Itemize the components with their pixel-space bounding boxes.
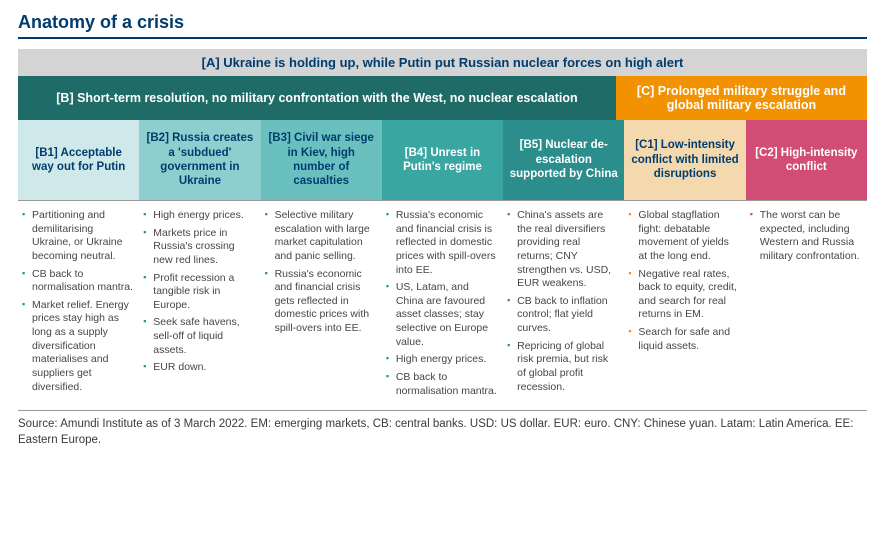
- bullet-item: Russia's economic and financial crisis g…: [265, 268, 376, 336]
- bullet-item: Russia's economic and financial crisis i…: [386, 209, 497, 277]
- sub-scenario-cell: [B1] Acceptable way out for Putin: [18, 120, 139, 200]
- bullet-item: Profit recession a tangible risk in Euro…: [143, 272, 254, 313]
- bullet-item: CB back to inflation control; flat yield…: [507, 295, 618, 336]
- bullet-item: High energy prices.: [143, 209, 254, 223]
- sub-scenario-cell: [C2] High-intensity conflict: [746, 120, 867, 200]
- bullet-item: CB back to normalisation mantra.: [22, 268, 133, 295]
- bullet-column: Partitioning and demilitarising Ukraine,…: [18, 201, 139, 410]
- bullet-item: China's assets are the real diversifiers…: [507, 209, 618, 291]
- sub-scenario-cell: [B4] Unrest in Putin's regime: [382, 120, 503, 200]
- bullet-item: Search for safe and liquid assets.: [628, 326, 739, 353]
- bullet-item: Markets price in Russia's crossing new r…: [143, 227, 254, 268]
- sub-scenario-cell: [B3] Civil war siege in Kiev, high numbe…: [261, 120, 382, 200]
- bullet-item: CB back to normalisation mantra.: [386, 371, 497, 398]
- bullet-item: US, Latam, and China are favoured asset …: [386, 281, 497, 349]
- bullet-item: Negative real rates, back to equity, cre…: [628, 268, 739, 323]
- sub-scenario-cell: [B5] Nuclear de-escalation supported by …: [503, 120, 624, 200]
- bullet-column: High energy prices. Markets price in Russ…: [139, 201, 260, 410]
- bullets-row: Partitioning and demilitarising Ukraine,…: [18, 200, 867, 411]
- bullet-column: Selective military escalation with large…: [261, 201, 382, 410]
- bullet-item: High energy prices.: [386, 353, 497, 367]
- page-title: Anatomy of a crisis: [18, 12, 867, 39]
- bullet-item: Market relief. Energy prices stay high a…: [22, 299, 133, 394]
- bullet-column: China's assets are the real diversifiers…: [503, 201, 624, 410]
- bullet-column: The worst can be expected, including Wes…: [746, 201, 867, 410]
- bullet-item: Partitioning and demilitarising Ukraine,…: [22, 209, 133, 264]
- sub-scenario-cell: [C1] Low-intensity conflict with limited…: [624, 120, 745, 200]
- bullet-item: Repricing of global risk premia, but ris…: [507, 340, 618, 395]
- scenario-c-header: [C] Prolonged military struggle and glob…: [616, 76, 867, 120]
- scenario-b-header: [B] Short-term resolution, no military c…: [18, 76, 616, 120]
- sub-scenario-cell: [B2] Russia creates a 'subdued' governme…: [139, 120, 260, 200]
- scenario-a-header: [A] Ukraine is holding up, while Putin p…: [18, 49, 867, 76]
- bullet-column: Russia's economic and financial crisis i…: [382, 201, 503, 410]
- sub-scenario-row: [B1] Acceptable way out for Putin[B2] Ru…: [18, 120, 867, 200]
- bullet-item: EUR down.: [143, 361, 254, 375]
- bullet-item: Global stagflation fight: debatable move…: [628, 209, 739, 264]
- source-note: Source: Amundi Institute as of 3 March 2…: [18, 417, 867, 448]
- bullet-item: Seek safe havens, sell-off of liquid ass…: [143, 316, 254, 357]
- scenario-bc-row: [B] Short-term resolution, no military c…: [18, 76, 867, 120]
- bullet-item: The worst can be expected, including Wes…: [750, 209, 861, 264]
- bullet-column: Global stagflation fight: debatable move…: [624, 201, 745, 410]
- bullet-item: Selective military escalation with large…: [265, 209, 376, 264]
